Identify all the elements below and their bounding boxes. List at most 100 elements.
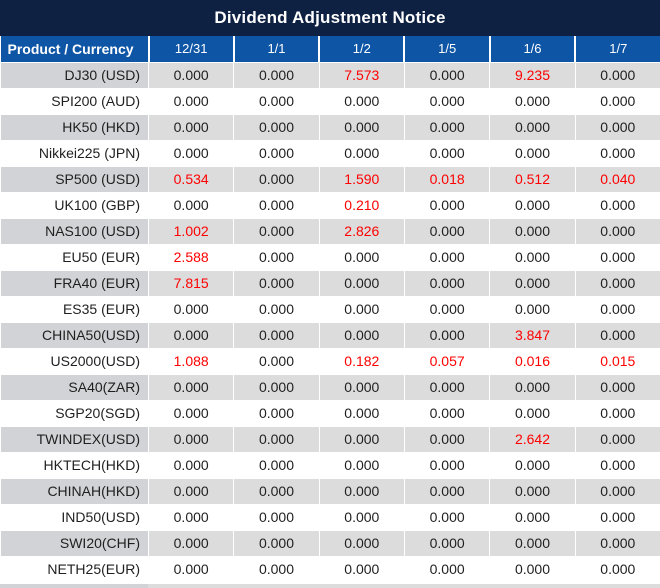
value-cell: 0.000 <box>319 426 404 452</box>
product-cell: US2000(USD) <box>1 348 149 374</box>
value-cell: 0.534 <box>149 166 234 192</box>
product-cell: IND50(USD) <box>1 504 149 530</box>
value-cell: 0.000 <box>490 452 575 478</box>
value-cell: 0.000 <box>575 374 660 400</box>
value-cell: 0.000 <box>319 530 404 556</box>
value-cell: 0.000 <box>234 322 319 348</box>
product-cell: SWI20(CHF) <box>1 530 149 556</box>
dividend-table: Product / Currency 12/31 1/1 1/2 1/5 1/6… <box>0 36 660 583</box>
value-cell: 0.000 <box>234 192 319 218</box>
value-cell: 0.015 <box>575 348 660 374</box>
page-title: Dividend Adjustment Notice <box>214 8 445 28</box>
value-cell: 0.018 <box>404 166 489 192</box>
value-cell: 0.000 <box>319 270 404 296</box>
value-cell: 0.000 <box>490 556 575 582</box>
value-cell: 1.002 <box>149 218 234 244</box>
value-cell: 0.000 <box>319 556 404 582</box>
value-cell: 0.000 <box>319 114 404 140</box>
value-cell: 0.000 <box>575 114 660 140</box>
value-cell: 3.847 <box>490 322 575 348</box>
value-cell: 0.000 <box>234 270 319 296</box>
value-cell: 0.000 <box>234 426 319 452</box>
value-cell: 0.000 <box>149 556 234 582</box>
value-cell: 0.000 <box>404 452 489 478</box>
value-cell: 0.000 <box>149 140 234 166</box>
value-cell: 0.000 <box>404 218 489 244</box>
product-cell: CHINA50(USD) <box>1 322 149 348</box>
value-cell: 0.000 <box>149 374 234 400</box>
value-cell: 0.000 <box>319 244 404 270</box>
value-cell: 0.000 <box>490 478 575 504</box>
value-cell: 1.590 <box>319 166 404 192</box>
value-cell: 0.182 <box>319 348 404 374</box>
value-cell: 0.000 <box>490 192 575 218</box>
value-cell: 0.000 <box>234 452 319 478</box>
product-cell: Nikkei225 (JPN) <box>1 140 149 166</box>
product-cell: HKTECH(HKD) <box>1 452 149 478</box>
value-cell: 0.000 <box>319 400 404 426</box>
product-cell: UK100 (GBP) <box>1 192 149 218</box>
value-cell: 0.040 <box>575 166 660 192</box>
value-cell: 0.000 <box>404 270 489 296</box>
product-cell: NETH25(EUR) <box>1 556 149 582</box>
value-cell: 7.815 <box>149 270 234 296</box>
value-cell: 0.000 <box>149 452 234 478</box>
value-cell: 0.000 <box>234 218 319 244</box>
value-cell: 2.826 <box>319 218 404 244</box>
column-header-date-4: 1/5 <box>404 36 489 62</box>
value-cell: 2.642 <box>490 426 575 452</box>
value-cell: 0.000 <box>490 270 575 296</box>
product-cell: SA40(ZAR) <box>1 374 149 400</box>
value-cell: 0.000 <box>149 400 234 426</box>
value-cell: 9.235 <box>490 62 575 88</box>
value-cell: 0.000 <box>149 504 234 530</box>
value-cell: 0.000 <box>490 114 575 140</box>
value-cell: 0.000 <box>404 296 489 322</box>
value-cell: 0.000 <box>234 114 319 140</box>
value-cell: 0.000 <box>575 556 660 582</box>
value-cell: 0.000 <box>234 374 319 400</box>
value-cell: 0.000 <box>490 400 575 426</box>
header-row: Product / Currency 12/31 1/1 1/2 1/5 1/6… <box>1 36 660 62</box>
value-cell: 0.000 <box>149 114 234 140</box>
column-header-product-currency: Product / Currency <box>1 36 149 62</box>
value-cell: 0.000 <box>575 426 660 452</box>
value-cell: 0.000 <box>575 62 660 88</box>
value-cell: 0.000 <box>149 296 234 322</box>
value-cell: 0.000 <box>234 62 319 88</box>
value-cell: 0.000 <box>234 244 319 270</box>
value-cell: 0.000 <box>319 478 404 504</box>
value-cell: 0.000 <box>234 166 319 192</box>
value-cell: 0.000 <box>234 88 319 114</box>
value-cell: 0.000 <box>575 504 660 530</box>
value-cell: 0.000 <box>234 530 319 556</box>
value-cell: 0.000 <box>575 400 660 426</box>
value-cell: 0.000 <box>319 504 404 530</box>
value-cell: 0.000 <box>404 426 489 452</box>
value-cell: 0.000 <box>234 348 319 374</box>
value-cell: 0.000 <box>575 192 660 218</box>
value-cell: 0.000 <box>149 426 234 452</box>
product-cell: CHINAH(HKD) <box>1 478 149 504</box>
value-cell: 0.000 <box>234 504 319 530</box>
value-cell: 0.000 <box>490 374 575 400</box>
value-cell: 0.000 <box>149 192 234 218</box>
value-cell: 0.512 <box>490 166 575 192</box>
value-cell: 0.000 <box>404 140 489 166</box>
column-header-date-5: 1/6 <box>490 36 575 62</box>
column-header-date-2: 1/1 <box>234 36 319 62</box>
product-cell: SP500 (USD) <box>1 166 149 192</box>
value-cell: 0.000 <box>575 140 660 166</box>
